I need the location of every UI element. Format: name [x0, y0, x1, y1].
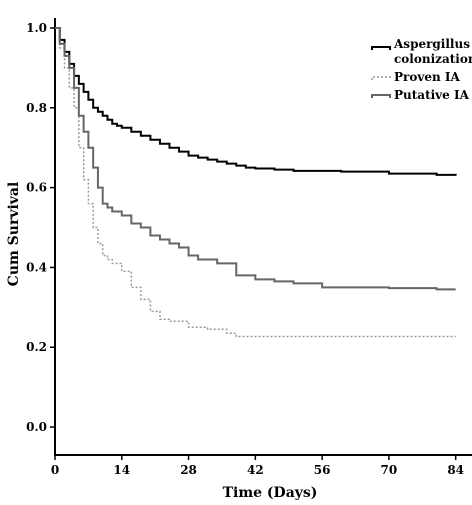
x-axis-title: Time (Days): [223, 485, 318, 501]
series-group: [55, 26, 457, 338]
y-tick-label: 0.0: [26, 420, 47, 434]
axes: [54, 18, 472, 456]
x-tick-label: 56: [314, 463, 331, 477]
x-tick-label: 14: [113, 463, 130, 477]
x-tick-label: 28: [180, 463, 197, 477]
legend-label-1: colonization: [394, 52, 472, 66]
y-tick-label: 0.4: [26, 260, 47, 274]
legend-symbol-1: [371, 46, 391, 50]
series-line-3: [55, 26, 456, 291]
legend-label-3: Putative IA: [394, 88, 470, 102]
x-tick-label: 42: [247, 463, 264, 477]
y-axis-title: Cum Survival: [6, 182, 22, 287]
y-tick-label: 0.6: [26, 181, 47, 195]
y-tick-label: 0.8: [26, 101, 47, 115]
legend-label-1: Aspergillus: [393, 37, 470, 51]
y-ticks: 0.0 0.2 0.4 0.6 0.8 1.0: [26, 21, 55, 434]
x-tick-label: 0: [51, 463, 59, 477]
legend-symbol-2: [371, 76, 391, 80]
series-line-1: [55, 26, 457, 176]
x-ticks: 0 14 28 42 56 70 84: [51, 455, 464, 477]
y-tick-label: 1.0: [26, 21, 47, 35]
series-line-2: [55, 27, 456, 338]
y-tick-label: 0.2: [26, 340, 47, 354]
x-tick-label: 70: [381, 463, 398, 477]
legend-label-2: Proven IA: [394, 70, 460, 84]
legend-symbol-3: [371, 94, 391, 98]
x-tick-label: 84: [447, 463, 464, 477]
